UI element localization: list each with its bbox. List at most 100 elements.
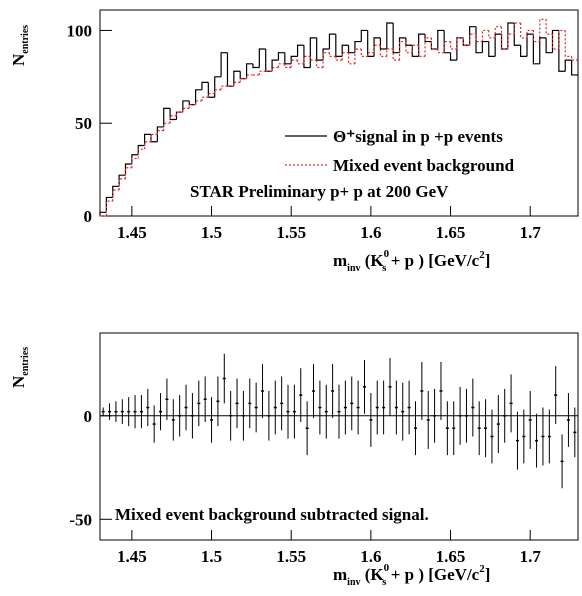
histogram-bin — [233, 70, 241, 87]
histogram-bin — [137, 144, 145, 155]
y-tick-label: -50 — [69, 510, 92, 529]
x-label-part: ] — [485, 251, 491, 270]
histogram-bin — [131, 154, 139, 165]
histogram-bin — [354, 40, 362, 53]
histogram-bin — [347, 45, 355, 54]
histogram-bin — [195, 100, 202, 105]
histogram-bin — [532, 30, 540, 43]
histogram-bin — [411, 45, 419, 57]
histogram-bin — [341, 52, 349, 61]
histogram-bin — [481, 40, 489, 53]
y-axis-label: Nentries — [9, 25, 31, 66]
histogram-bin — [443, 40, 451, 53]
y-tick-label: 0 — [84, 207, 93, 226]
histogram-bin — [551, 29, 559, 53]
histogram-bin — [175, 111, 183, 120]
histogram-bin — [150, 134, 158, 143]
histogram-bin — [271, 66, 279, 72]
histogram-bin — [118, 174, 126, 187]
histogram-bin — [124, 163, 132, 176]
histogram-bin — [571, 56, 578, 61]
annotation: Mixed event background subtracted signal… — [115, 505, 429, 524]
histogram-bin — [118, 178, 126, 191]
x-label-part: 2 — [479, 249, 485, 261]
histogram-bin — [507, 33, 515, 49]
histogram-bin — [131, 157, 139, 168]
histogram-bin — [539, 37, 547, 64]
histogram-bin — [99, 211, 107, 216]
y-label-part: entries — [20, 25, 31, 54]
histogram-bin — [245, 74, 253, 79]
histogram-bin — [558, 30, 566, 72]
histogram-bin — [500, 34, 508, 50]
histogram-bin — [144, 141, 151, 150]
x-tick-label: 1.6 — [360, 223, 381, 242]
histogram-bin — [475, 26, 483, 54]
x-tick-label: 1.55 — [276, 223, 306, 242]
y-tick-label: 50 — [75, 114, 92, 133]
histogram-bin — [430, 37, 438, 50]
histogram-bin — [322, 52, 330, 68]
histogram-bin — [220, 85, 228, 90]
histogram-bin — [520, 45, 528, 57]
histogram-bin — [341, 44, 349, 57]
histogram-bin — [258, 70, 266, 75]
histogram-bin — [379, 45, 387, 57]
x-tick-label: 1.45 — [117, 223, 147, 242]
x-label-part: inv — [347, 577, 360, 588]
y-tick-label: 0 — [84, 407, 93, 426]
histogram-bin — [188, 104, 196, 109]
histogram-bin — [430, 41, 438, 50]
histogram-bin — [195, 89, 202, 105]
histogram-bin — [258, 48, 266, 68]
histogram-bin — [207, 92, 215, 98]
x-label-part: m — [333, 565, 347, 584]
histogram-bin — [226, 52, 234, 87]
histogram-bin — [175, 111, 183, 116]
histogram-bin — [367, 52, 375, 57]
histogram-bin — [277, 63, 285, 68]
x-label-part: 0 — [384, 562, 390, 574]
x-label-part: ] — [485, 565, 491, 584]
histogram-bin — [245, 63, 253, 79]
histogram-bin — [277, 52, 285, 61]
histogram-bin — [398, 40, 406, 61]
histogram-bin — [469, 26, 477, 46]
histogram-bin — [112, 185, 120, 198]
x-axis-label: minv (K0 s + p ) [GeV/c2] — [333, 562, 490, 588]
x-tick-label: 1.5 — [201, 547, 222, 566]
histogram-bin — [201, 81, 209, 90]
x-axis-label: minv (K0 s + p ) [GeV/c2] — [333, 248, 490, 274]
y-tick-label: 100 — [67, 21, 93, 40]
histogram-bin — [233, 81, 241, 87]
histogram-bin — [494, 26, 502, 38]
histogram-bin — [411, 44, 419, 53]
x-tick-label: 1.7 — [520, 547, 542, 566]
histogram-bin — [347, 52, 355, 65]
histogram-bin — [201, 96, 209, 101]
histogram-bin — [360, 29, 368, 42]
histogram-bin — [456, 37, 464, 61]
histogram-bin — [328, 33, 336, 49]
histogram-bin — [500, 26, 508, 50]
histogram-bin — [214, 76, 222, 98]
histogram-bin — [144, 133, 151, 146]
x-tick-label: 1.45 — [117, 547, 147, 566]
legend-label: Mixed event background — [333, 156, 515, 175]
histogram-bin — [462, 37, 470, 46]
histogram-bin — [316, 60, 324, 69]
histogram-bin — [309, 37, 317, 68]
histogram-bin — [354, 48, 362, 64]
histogram-bin — [163, 107, 171, 127]
histogram-bin — [558, 29, 566, 49]
y-label-part: entries — [20, 347, 31, 376]
y-label-part: N — [9, 53, 28, 66]
histogram-bin — [545, 37, 553, 54]
histogram-bin — [564, 59, 572, 72]
histogram-bin — [475, 34, 483, 43]
histogram-bin — [156, 130, 164, 135]
histogram-bin — [124, 167, 132, 179]
legend-label: Θ⁺signal in p +p events — [333, 127, 503, 146]
histogram-bin — [239, 71, 247, 80]
x-label-part: + p ) [GeV/c — [386, 251, 479, 270]
